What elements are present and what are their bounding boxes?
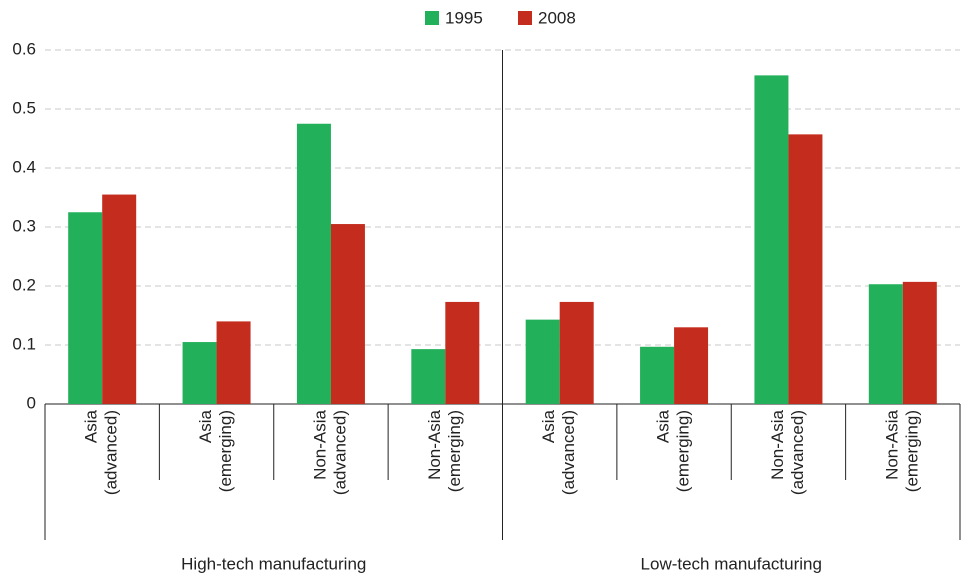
x-tick-label: (advanced) (559, 410, 578, 495)
y-tick-label: 0.3 (12, 216, 36, 235)
x-tick-label: (advanced) (330, 410, 349, 495)
bar (674, 327, 709, 404)
x-tick-label: Asia (539, 409, 558, 443)
legend-label: 2008 (538, 8, 576, 27)
y-tick-label: 0.1 (12, 334, 36, 353)
bar (525, 319, 560, 404)
x-tick-label: Non-Asia (768, 409, 787, 479)
x-tick-label: (advanced) (102, 410, 121, 495)
bar (411, 349, 446, 404)
bar (68, 212, 103, 404)
x-tick-label: (emerging) (902, 410, 921, 492)
x-tick-label: Non-Asia (310, 409, 329, 479)
y-tick-label: 0.6 (12, 39, 36, 58)
bar (754, 75, 789, 405)
bar (788, 134, 823, 404)
x-tick-label: Non-Asia (882, 409, 901, 479)
x-tick-label: Asia (654, 409, 673, 443)
bar (182, 342, 217, 404)
bar (559, 301, 594, 404)
bar (640, 346, 675, 404)
bar (296, 123, 331, 404)
y-tick-label: 0 (27, 393, 36, 412)
x-tick-label: (emerging) (216, 410, 235, 492)
bar (902, 281, 937, 404)
legend-label: 1995 (445, 8, 483, 27)
bar (445, 301, 480, 404)
x-tick-label: (emerging) (445, 410, 464, 492)
bar (102, 194, 137, 404)
x-tick-label: (advanced) (788, 410, 807, 495)
x-tick-label: Non-Asia (425, 409, 444, 479)
bar (330, 224, 365, 404)
x-tick-label: Asia (196, 409, 215, 443)
legend-swatch (425, 11, 439, 25)
legend-swatch (518, 11, 532, 25)
group-label: Low-tech manufacturing (641, 554, 822, 573)
x-tick-label: (emerging) (674, 410, 693, 492)
bar (216, 321, 251, 404)
y-tick-label: 0.2 (12, 275, 36, 294)
y-tick-label: 0.4 (12, 157, 36, 176)
y-tick-label: 0.5 (12, 98, 36, 117)
bar (868, 284, 903, 404)
x-tick-label: Asia (82, 409, 101, 443)
group-label: High-tech manufacturing (181, 554, 366, 573)
